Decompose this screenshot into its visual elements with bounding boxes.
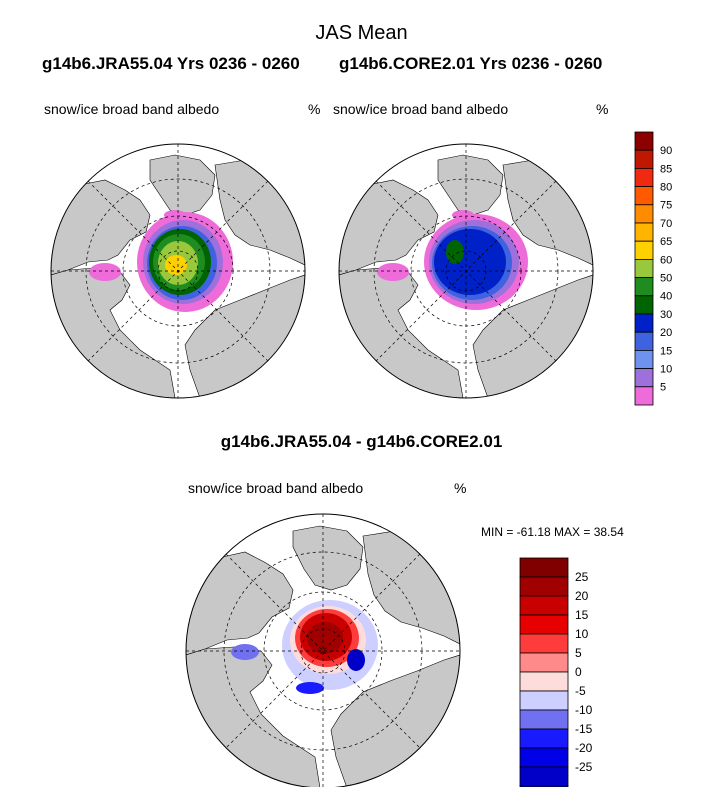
colorbar-difference: -25 -20 -15 -10 -5 0 5 10 15 20 25 <box>519 557 593 787</box>
albedo-field-panel-b <box>377 210 528 310</box>
colorbar-difference-swatch <box>519 690 569 711</box>
colorbar-albedo-swatch <box>634 167 654 187</box>
colorbar-difference-swatch <box>519 557 569 578</box>
colorbar-albedo-swatch <box>634 331 654 351</box>
colorbar-difference-swatch <box>519 633 569 654</box>
minmax-label: MIN = -61.18 MAX = 38.54 <box>481 525 624 539</box>
map-panel-diff <box>185 513 461 787</box>
colorbar-difference-tick-label: -5 <box>575 684 586 698</box>
colorbar-albedo-swatch <box>634 386 654 406</box>
graticule-panel-b <box>339 144 593 398</box>
colorbar-albedo-swatch <box>634 240 654 260</box>
colorbar-albedo-swatch <box>634 222 654 242</box>
map-panel-a <box>50 143 306 399</box>
albedo-field-panel-a <box>89 210 233 312</box>
colorbar-difference-swatch <box>519 614 569 635</box>
colorbar-albedo-tick-label: 65 <box>660 236 672 248</box>
diff-header: g14b6.JRA55.04 - g14b6.CORE2.01 <box>220 432 503 451</box>
colorbar-albedo-swatch <box>634 349 654 369</box>
colorbar-albedo-tick-label: 90 <box>660 145 672 157</box>
colorbar-albedo-tick-label: 75 <box>660 200 672 212</box>
colorbar-albedo-tick-label: 60 <box>660 254 672 266</box>
colorbar-difference-tick-label: 5 <box>575 646 582 660</box>
colorbar-difference-swatch <box>519 595 569 616</box>
colorbar-difference-swatch <box>519 747 569 768</box>
colorbar-difference-tick-label: -20 <box>575 741 593 755</box>
case-a-header: g14b6.JRA55.04 Yrs 0236 - 0260 <box>42 54 300 73</box>
colorbar-difference-tick-label: 20 <box>575 589 589 603</box>
colorbar-difference-tick-label: -10 <box>575 703 593 717</box>
colorbar-difference-swatch <box>519 728 569 749</box>
colorbar-difference-tick-label: 10 <box>575 627 589 641</box>
map-panel-b <box>338 143 594 399</box>
panel-diff-units: % <box>454 480 467 496</box>
colorbar-difference-swatch <box>519 709 569 730</box>
colorbar-difference-swatch <box>519 766 569 787</box>
colorbar-albedo-tick-label: 15 <box>660 345 672 357</box>
colorbar-albedo-tick-label: 30 <box>660 309 672 321</box>
colorbar-albedo-swatch <box>634 368 654 388</box>
colorbar-albedo-swatch <box>634 149 654 169</box>
colorbar-difference-tick-label: -15 <box>575 722 593 736</box>
colorbar-albedo-tick-label: 50 <box>660 272 672 284</box>
colorbar-albedo-swatch <box>634 131 654 151</box>
panel-a-variable: snow/ice broad band albedo <box>44 101 220 117</box>
colorbar-difference-tick-label: 0 <box>575 665 582 679</box>
graticule-panel-diff <box>186 514 460 787</box>
colorbar-difference-tick-label: -25 <box>575 760 593 774</box>
figure-title: JAS Mean <box>315 22 408 44</box>
colorbar-difference-swatch <box>519 671 569 692</box>
colorbar-albedo-tick-label: 85 <box>660 163 672 175</box>
colorbar-difference-tick-label: 25 <box>575 570 589 584</box>
map-border-panel-a <box>50 143 306 399</box>
map-border-panel-diff <box>185 513 461 787</box>
colorbar-albedo-tick-label: 40 <box>660 291 672 303</box>
panel-diff-variable: snow/ice broad band albedo <box>188 480 364 496</box>
colorbar-albedo-swatch <box>634 313 654 333</box>
colorbar-albedo-tick-label: 5 <box>660 382 666 394</box>
colorbar-albedo-tick-label: 10 <box>660 363 672 375</box>
colorbar-difference-tick-label: 15 <box>575 608 589 622</box>
case-b-header: g14b6.CORE2.01 Yrs 0236 - 0260 <box>339 54 603 73</box>
colorbar-albedo-swatch <box>634 295 654 315</box>
colorbar-albedo-tick-label: 70 <box>660 218 672 230</box>
colorbar-albedo-swatch <box>634 186 654 206</box>
colorbar-albedo: 5 10 15 20 30 40 50 60 65 70 75 80 85 90 <box>634 131 672 406</box>
colorbar-albedo-swatch <box>634 204 654 224</box>
colorbar-difference-swatch <box>519 652 569 673</box>
albedo-diff-field <box>231 600 378 694</box>
graticule-panel-a <box>51 144 305 398</box>
colorbar-albedo-swatch <box>634 258 654 278</box>
panel-b-units: % <box>596 101 609 117</box>
panel-b-variable: snow/ice broad band albedo <box>333 101 509 117</box>
panel-a-units: % <box>308 101 321 117</box>
colorbar-albedo-swatch <box>634 277 654 297</box>
colorbar-albedo-tick-label: 80 <box>660 181 672 193</box>
colorbar-albedo-tick-label: 20 <box>660 327 672 339</box>
colorbar-difference-swatch <box>519 576 569 597</box>
map-border-panel-b <box>338 143 594 399</box>
